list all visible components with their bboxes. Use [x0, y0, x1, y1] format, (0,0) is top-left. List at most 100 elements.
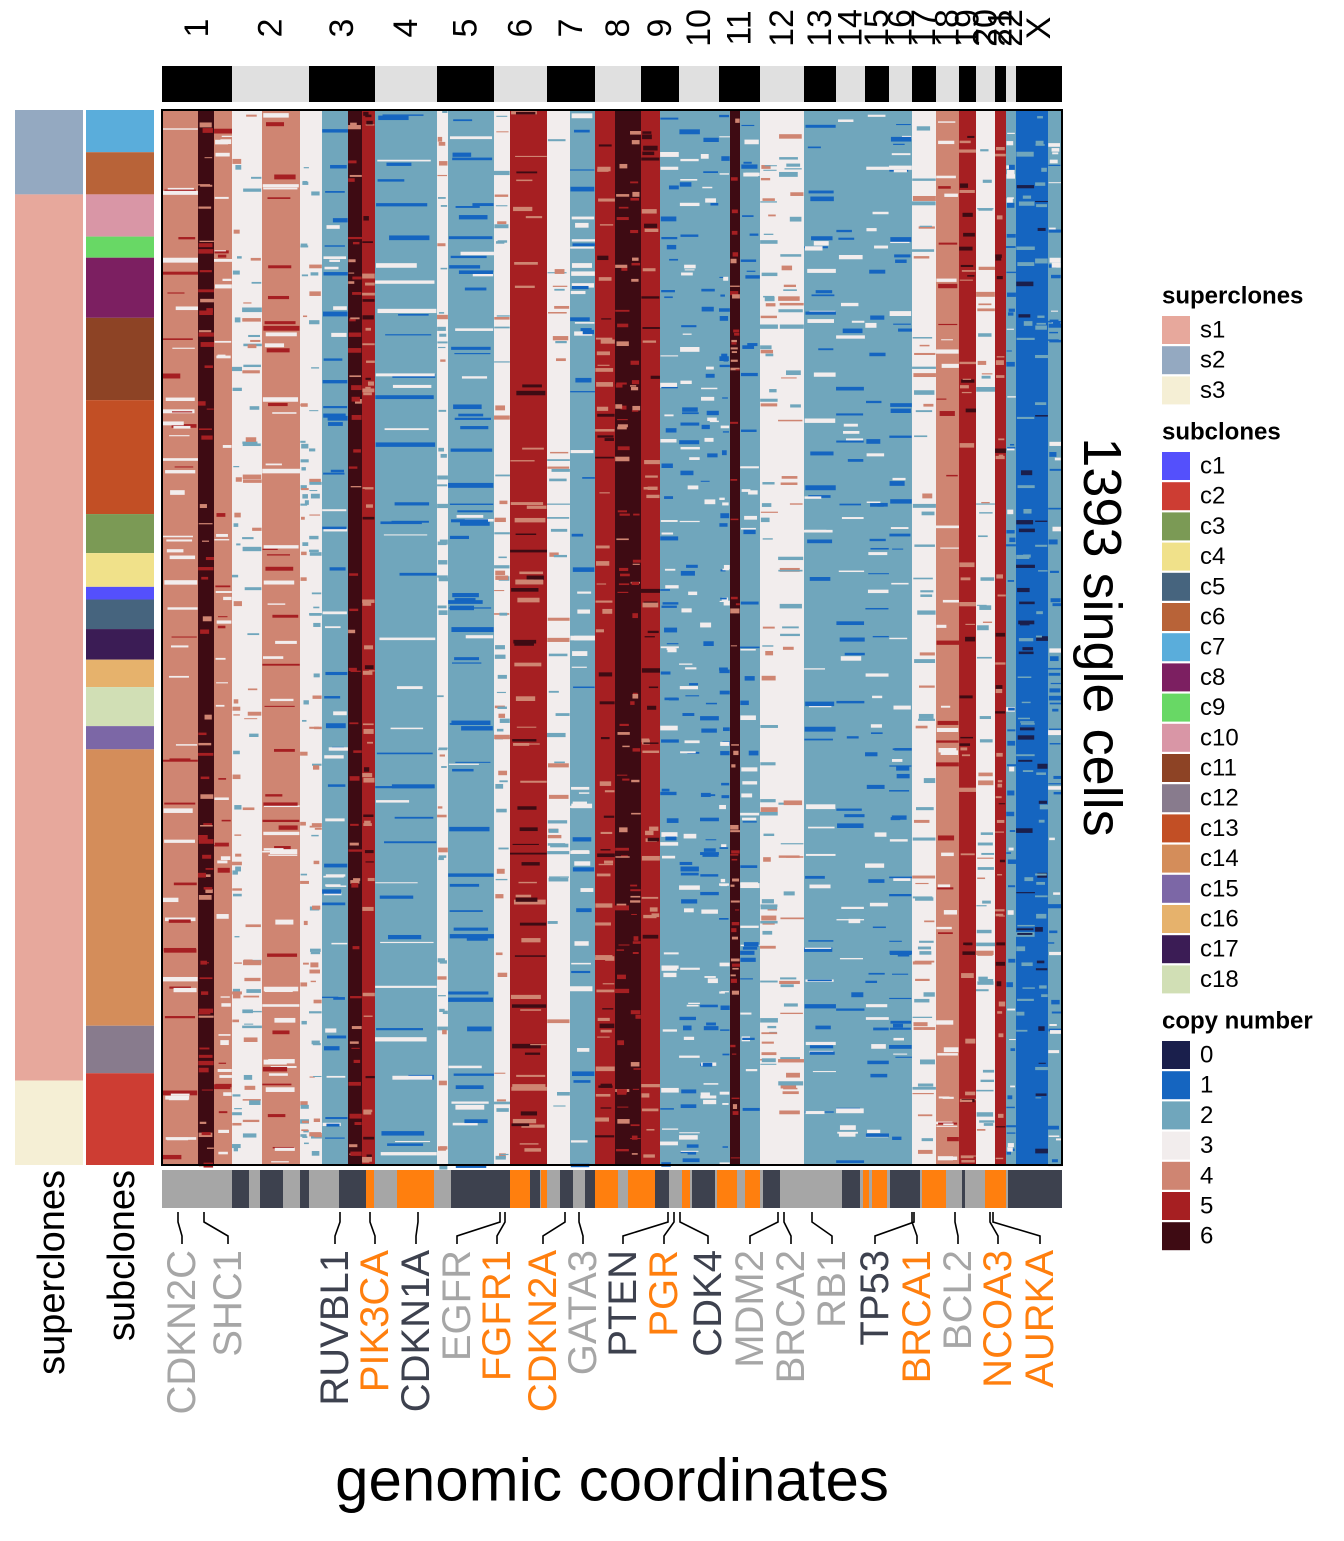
- heatmap-cell-run: [495, 783, 504, 789]
- heatmap-cell-run: [804, 1004, 836, 1009]
- heatmap-cell-run: [351, 385, 362, 391]
- heatmap-cell-run: [1007, 197, 1014, 199]
- heatmap-cell-run: [353, 878, 361, 881]
- heatmap-cell-run: [1048, 1050, 1060, 1054]
- heatmap-cell-run: [730, 291, 739, 296]
- heatmap-cell-run: [302, 181, 309, 185]
- heatmap-cell-run: [922, 493, 933, 499]
- heatmap-cell-run: [704, 499, 716, 505]
- heatmap-cell-run: [976, 387, 995, 392]
- heatmap-base-column: [1006, 110, 1016, 1165]
- heatmap-cell-run: [324, 755, 344, 759]
- heatmap-cell-run: [684, 269, 695, 271]
- heatmap-cell-run: [936, 727, 959, 732]
- heatmap-cell-run: [742, 1107, 760, 1111]
- heatmap-cell-run: [701, 306, 714, 312]
- heatmap-cell-run: [1049, 468, 1062, 471]
- heatmap-cell-run: [221, 1003, 231, 1007]
- heatmap-cell-run: [249, 406, 260, 410]
- heatmap-cell-run: [664, 414, 674, 417]
- heatmap-cell-run: [262, 819, 300, 823]
- heatmap-cell-run: [200, 184, 213, 187]
- heatmap-cell-run: [976, 503, 995, 505]
- heatmap-cell-run: [300, 503, 308, 506]
- heatmap-cell-run: [1048, 730, 1062, 736]
- heatmap-cell-run: [570, 317, 590, 322]
- heatmap-cell-run: [300, 243, 308, 248]
- legend-label-subclones-c12: c12: [1200, 785, 1239, 812]
- heatmap-cell-run: [893, 877, 911, 881]
- legends: supercloness1s2s3subclonesc1c2c3c4c5c6c7…: [1162, 283, 1313, 1251]
- heatmap-cell-run: [914, 352, 936, 355]
- heatmap-cell-run: [740, 812, 760, 816]
- heatmap-cell-run: [234, 962, 242, 964]
- heatmap-cell-run: [513, 899, 546, 905]
- heatmap-cell-run: [438, 747, 448, 750]
- subclone-block-c9: [86, 236, 154, 258]
- heatmap-cell-run: [740, 715, 756, 721]
- heatmap-cell-run: [598, 672, 613, 677]
- heatmap-cell-run: [500, 1153, 509, 1156]
- heatmap-cell-run: [200, 825, 213, 827]
- heatmap-cell-run: [202, 128, 213, 133]
- heatmap-cell-run: [804, 668, 826, 670]
- heatmap-cell-run: [865, 980, 878, 983]
- heatmap-cell-run: [959, 361, 976, 365]
- heatmap-cell-run: [730, 596, 738, 600]
- legend-swatch-subclones-c17: [1162, 935, 1190, 964]
- heatmap-cell-run: [242, 474, 262, 480]
- heatmap-cell-run: [549, 478, 567, 482]
- heatmap-cell-run: [367, 381, 374, 386]
- heatmap-cell-run: [510, 460, 535, 462]
- heatmap-cell-run: [679, 202, 700, 207]
- chromosome-label-3: 3: [323, 19, 361, 38]
- heatmap-cell-run: [702, 853, 719, 857]
- heatmap-cell-run: [1036, 611, 1043, 615]
- heatmap-cell-run: [720, 1005, 730, 1010]
- heatmap-cell-run: [946, 474, 958, 477]
- heatmap-cell-run: [1017, 485, 1035, 489]
- heatmap-cell-run: [198, 1008, 214, 1013]
- heatmap-cell-run: [548, 877, 569, 882]
- heatmap-cell-run: [309, 1132, 322, 1137]
- heatmap-cell-run: [1048, 1028, 1062, 1032]
- heatmap-cell-run: [376, 1028, 423, 1031]
- heatmap-cell-run: [575, 243, 589, 245]
- gene-bar-segment: [260, 1170, 283, 1208]
- gene-connector-BRCA2: [783, 1212, 792, 1244]
- heatmap-cell-run: [938, 186, 951, 189]
- heatmap-cell-run: [215, 657, 226, 660]
- heatmap-cell-run: [311, 1040, 320, 1045]
- heatmap-cell-run: [845, 438, 864, 441]
- heatmap-cell-run: [178, 237, 196, 240]
- heatmap-cell-run: [198, 1067, 209, 1073]
- heatmap-cell-run: [980, 832, 994, 835]
- heatmap-cell-run: [326, 1123, 340, 1127]
- heatmap-cell-run: [700, 153, 709, 159]
- heatmap-cell-run: [807, 319, 835, 323]
- heatmap-cell-run: [375, 800, 410, 803]
- gene-bar-segment: [628, 1170, 655, 1208]
- heatmap-cell-run: [631, 1135, 638, 1140]
- heatmap-cell-run: [313, 622, 321, 627]
- heatmap-cell-run: [496, 808, 507, 813]
- heatmap-cell-run: [661, 605, 677, 608]
- heatmap-cell-run: [313, 606, 320, 609]
- heatmap-cell-run: [936, 740, 959, 743]
- legend-label-subclones-c18: c18: [1200, 966, 1239, 993]
- heatmap-cell-run: [1035, 1148, 1048, 1154]
- heatmap-cell-run: [349, 842, 359, 846]
- heatmap-cell-run: [682, 713, 695, 716]
- heatmap-cell-run: [661, 832, 678, 837]
- heatmap-base-column: [740, 110, 760, 1165]
- heatmap-cell-run: [667, 648, 677, 653]
- heatmap-cell-run: [363, 777, 375, 783]
- heatmap-cell-run: [1038, 819, 1045, 823]
- heatmap-cell-run: [243, 302, 252, 304]
- heatmap-cell-run: [243, 364, 261, 368]
- heatmap-cell-run: [437, 814, 447, 818]
- heatmap-cell-run: [981, 375, 991, 379]
- heatmap-cell-run: [615, 456, 630, 462]
- heatmap-cell-run: [644, 636, 655, 638]
- heatmap-cell-run: [326, 225, 340, 229]
